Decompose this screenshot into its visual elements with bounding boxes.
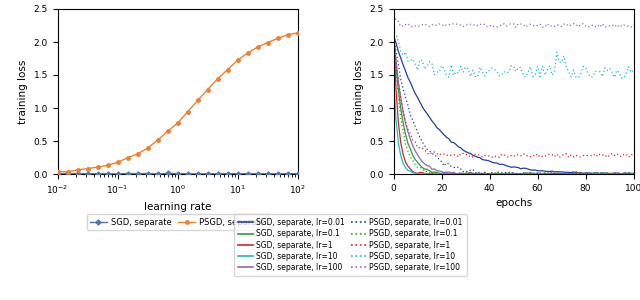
PSGD, separate [284,33,291,37]
PSGD, separate [294,31,301,34]
PSGD, separate [164,130,172,133]
SGD, separate [134,172,141,175]
Y-axis label: training loss: training loss [354,59,364,124]
SGD, separate [244,172,252,175]
SGD, separate [253,172,261,175]
PSGD, separate [184,110,191,114]
PSGD, separate [104,164,111,167]
SGD, separate [204,172,211,175]
SGD, separate [64,172,72,175]
SGD, separate [104,172,111,175]
PSGD, separate [264,41,271,44]
Y-axis label: training loss: training loss [18,59,28,124]
PSGD, separate [244,51,252,55]
Legend: SGD, separate, PSGD, separate: SGD, separate, PSGD, separate [87,214,268,230]
SGD, separate [173,172,182,175]
SGD, separate [164,172,172,175]
SGD, separate [234,172,241,175]
SGD, separate [274,172,282,175]
Legend: SGD, separate, lr=0.01, SGD, separate, lr=0.1, SGD, separate, lr=1, SGD, separat: SGD, separate, lr=0.01, SGD, separate, l… [234,214,467,276]
X-axis label: learning rate: learning rate [144,202,211,212]
PSGD, separate [93,165,101,169]
PSGD, separate [204,88,211,92]
PSGD, separate [84,167,92,170]
Line: PSGD, separate: PSGD, separate [56,31,300,173]
SGD, separate [214,172,221,175]
SGD, separate [224,172,232,175]
SGD, separate [284,172,291,175]
PSGD, separate [274,37,282,40]
SGD, separate [264,172,271,175]
PSGD, separate [64,170,72,174]
PSGD, separate [194,99,202,102]
PSGD, separate [144,146,152,150]
SGD, separate [194,172,202,175]
PSGD, separate [224,68,232,71]
PSGD, separate [234,58,241,62]
SGD, separate [74,172,81,175]
SGD, separate [144,172,152,175]
SGD, separate [124,172,131,175]
PSGD, separate [214,77,221,81]
SGD, separate [93,172,101,175]
SGD, separate [154,172,161,176]
PSGD, separate [74,168,81,172]
SGD, separate [294,172,301,175]
SGD, separate [184,172,191,175]
SGD, separate [84,172,92,175]
PSGD, separate [114,160,122,164]
PSGD, separate [124,156,131,160]
PSGD, separate [253,45,261,49]
PSGD, separate [54,170,61,173]
X-axis label: epochs: epochs [495,198,532,208]
PSGD, separate [154,138,161,142]
SGD, separate [54,172,61,175]
PSGD, separate [173,121,182,125]
PSGD, separate [134,152,141,156]
SGD, separate [114,172,122,175]
Line: SGD, separate: SGD, separate [56,172,300,176]
